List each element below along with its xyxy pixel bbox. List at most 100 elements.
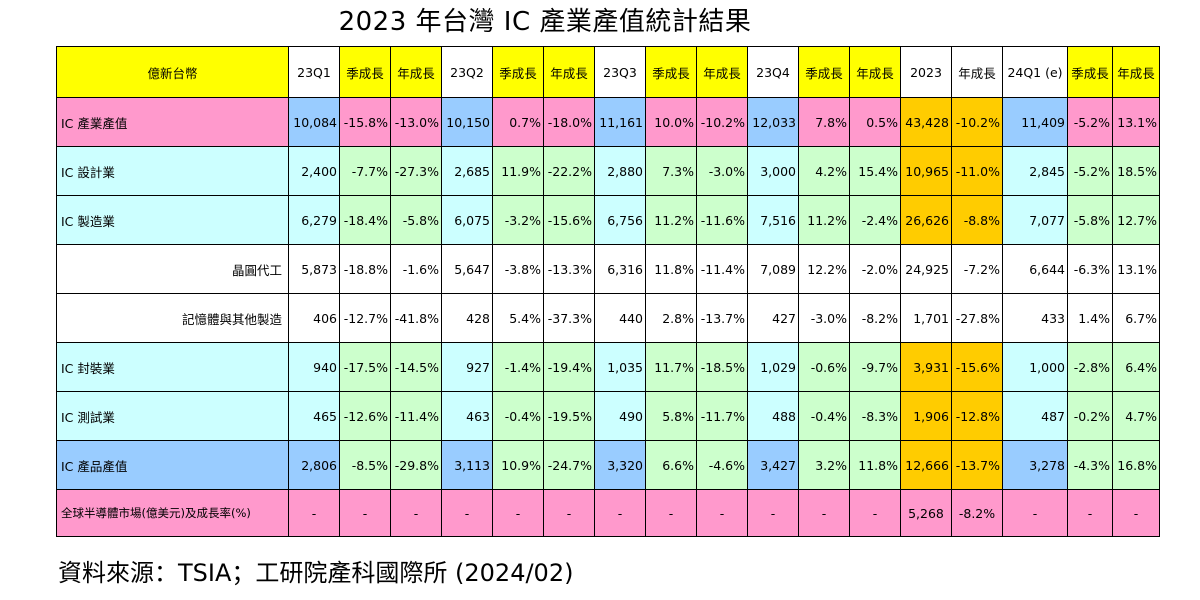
table-cell: 0.5% xyxy=(849,97,901,147)
table-cell: 7,089 xyxy=(747,244,799,294)
table-cell: 11.2% xyxy=(645,195,697,245)
table-cell: - xyxy=(492,489,544,537)
table-cell: -41.8% xyxy=(390,293,442,343)
table-cell: 5.8% xyxy=(645,391,697,441)
table-cell: 3,113 xyxy=(441,440,493,490)
table-cell: 12,033 xyxy=(747,97,799,147)
table-cell: 3,320 xyxy=(594,440,646,490)
table-cell: -8.2% xyxy=(849,293,901,343)
table-row: IC 設計業 2,400 -7.7% -27.3% 2,685 11.9% -2… xyxy=(56,146,1160,196)
table-cell: -29.8% xyxy=(390,440,442,490)
table-cell: -22.2% xyxy=(543,146,595,196)
table-cell: 11.8% xyxy=(849,440,901,490)
table-cell: 2,806 xyxy=(288,440,340,490)
header-cell-23q2: 23Q2 xyxy=(441,46,493,98)
table-cell: 43,428 xyxy=(900,97,952,147)
table-cell: - xyxy=(696,489,748,537)
table-cell: -15.6% xyxy=(951,342,1003,392)
table-cell: 3.2% xyxy=(798,440,850,490)
table-cell: -10.2% xyxy=(951,97,1003,147)
table-cell: -24.7% xyxy=(543,440,595,490)
table-cell: 6.6% xyxy=(645,440,697,490)
table-cell: -15.8% xyxy=(339,97,391,147)
table-cell: - xyxy=(1002,489,1068,537)
table-cell: 1,029 xyxy=(747,342,799,392)
table-cell: -3.0% xyxy=(696,146,748,196)
table-cell: -17.5% xyxy=(339,342,391,392)
table-cell: 3,931 xyxy=(900,342,952,392)
table-cell: 1.4% xyxy=(1067,293,1113,343)
table-cell: 12.7% xyxy=(1112,195,1160,245)
table-cell: - xyxy=(798,489,850,537)
table-cell: -13.7% xyxy=(951,440,1003,490)
table-cell: 428 xyxy=(441,293,493,343)
table-cell: 6,279 xyxy=(288,195,340,245)
table-cell: 6.4% xyxy=(1112,342,1160,392)
table-cell: -11.7% xyxy=(696,391,748,441)
table-cell: -2.4% xyxy=(849,195,901,245)
table-row: IC 產業產值 10,084 -15.8% -13.0% 10,150 0.7%… xyxy=(56,97,1160,147)
table-cell: -18.8% xyxy=(339,244,391,294)
table-cell: 940 xyxy=(288,342,340,392)
table-cell: -18.5% xyxy=(696,342,748,392)
row-label: IC 封裝業 xyxy=(56,342,289,392)
table-cell: -4.6% xyxy=(696,440,748,490)
table-cell: 465 xyxy=(288,391,340,441)
table-cell: 11.9% xyxy=(492,146,544,196)
header-cell-yoy: 年成長 xyxy=(849,46,901,98)
table-cell: 26,626 xyxy=(900,195,952,245)
ic-output-table: 億新台幣 23Q1 季成長 年成長 23Q2 季成長 年成長 23Q3 季成長 … xyxy=(56,46,1160,537)
table-cell: 10.0% xyxy=(645,97,697,147)
table-cell: - xyxy=(543,489,595,537)
table-cell: 10.9% xyxy=(492,440,544,490)
table-cell: 1,035 xyxy=(594,342,646,392)
table-cell: 3,278 xyxy=(1002,440,1068,490)
table-cell: 2.8% xyxy=(645,293,697,343)
header-cell-23q3: 23Q3 xyxy=(594,46,646,98)
table-row: 全球半導體市場(億美元)及成長率(%) - - - - - - - - - - … xyxy=(56,489,1160,537)
row-label: IC 設計業 xyxy=(56,146,289,196)
table-cell: -14.5% xyxy=(390,342,442,392)
table-cell: -11.0% xyxy=(951,146,1003,196)
page-title: 2023 年台灣 IC 產業產值統計結果 xyxy=(338,7,752,37)
table-cell: 7.8% xyxy=(798,97,850,147)
table-cell: 487 xyxy=(1002,391,1068,441)
table-cell: -5.2% xyxy=(1067,146,1113,196)
header-cell-qoq: 季成長 xyxy=(645,46,697,98)
table-cell: -11.4% xyxy=(696,244,748,294)
table-cell: 12,666 xyxy=(900,440,952,490)
table-cell: - xyxy=(1112,489,1160,537)
table-cell: -5.8% xyxy=(390,195,442,245)
table-cell: -5.8% xyxy=(1067,195,1113,245)
table-cell: - xyxy=(339,489,391,537)
table-cell: 11,409 xyxy=(1002,97,1068,147)
table-cell: 7.3% xyxy=(645,146,697,196)
table-cell: 5,268 xyxy=(900,489,952,537)
header-cell-24q1e: 24Q1 (e) xyxy=(1002,46,1068,98)
header-cell-qoq: 季成長 xyxy=(1067,46,1113,98)
table-cell: - xyxy=(645,489,697,537)
table-row: IC 測試業 465 -12.6% -11.4% 463 -0.4% -19.5… xyxy=(56,391,1160,441)
table-cell: -8.3% xyxy=(849,391,901,441)
table-cell: -0.2% xyxy=(1067,391,1113,441)
table-cell: 3,427 xyxy=(747,440,799,490)
table-cell: 2,845 xyxy=(1002,146,1068,196)
table-cell: 7,077 xyxy=(1002,195,1068,245)
table-cell: 6,075 xyxy=(441,195,493,245)
table-cell: 1,701 xyxy=(900,293,952,343)
table-cell: 488 xyxy=(747,391,799,441)
table-cell: - xyxy=(288,489,340,537)
table-cell: -13.7% xyxy=(696,293,748,343)
table-cell: 11.2% xyxy=(798,195,850,245)
table-row: IC 製造業 6,279 -18.4% -5.8% 6,075 -3.2% -1… xyxy=(56,195,1160,245)
table-cell: -4.3% xyxy=(1067,440,1113,490)
table-cell: - xyxy=(747,489,799,537)
row-label: 記憶體與其他製造 xyxy=(56,293,289,343)
table-cell: -1.4% xyxy=(492,342,544,392)
table-cell: 3,000 xyxy=(747,146,799,196)
table-cell: -3.8% xyxy=(492,244,544,294)
table-cell: 6,644 xyxy=(1002,244,1068,294)
table-cell: 10,150 xyxy=(441,97,493,147)
table-cell: -5.2% xyxy=(1067,97,1113,147)
table-cell: -7.2% xyxy=(951,244,1003,294)
